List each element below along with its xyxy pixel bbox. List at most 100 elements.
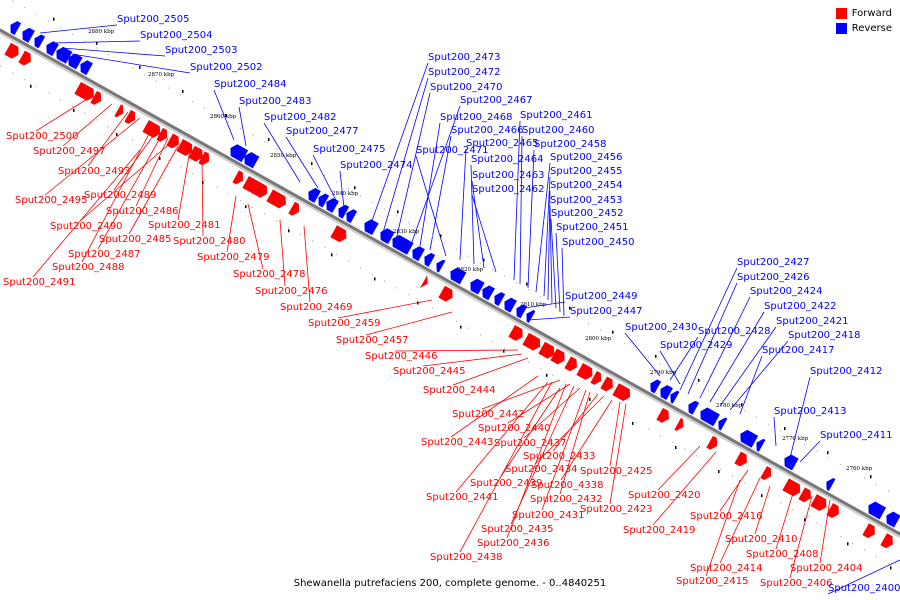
gene-arrow xyxy=(318,193,330,208)
track-dot xyxy=(552,302,554,304)
gene-arrow xyxy=(700,407,720,427)
gene-body xyxy=(674,417,684,431)
gene-body xyxy=(880,533,893,549)
track-mark xyxy=(245,205,247,209)
reverse-gene-label: Sput200_2470 xyxy=(430,82,503,93)
label-leader xyxy=(560,399,613,481)
tick-label: 2850 kbp xyxy=(270,153,297,159)
gene-arrow xyxy=(232,170,244,185)
gene-arrow xyxy=(380,228,395,245)
forward-gene-label: Sput200_2435 xyxy=(481,524,554,535)
forward-gene-label: Sput200_2481 xyxy=(148,220,221,231)
gene-body xyxy=(308,187,321,203)
track-dot xyxy=(600,329,602,331)
track-dot xyxy=(672,369,674,372)
gene-body xyxy=(660,385,673,400)
label-leader xyxy=(238,106,247,147)
label-leader xyxy=(609,403,627,505)
track-dot xyxy=(492,341,494,343)
track-mark xyxy=(718,470,720,474)
gene-body xyxy=(420,275,428,289)
label-leader xyxy=(419,122,441,247)
gene-body xyxy=(706,435,718,450)
track-dot xyxy=(864,549,866,551)
gene-body xyxy=(826,503,839,518)
label-leader xyxy=(775,489,795,550)
gene-arrow xyxy=(516,304,528,319)
track-mark xyxy=(374,277,376,281)
track-dot xyxy=(708,461,710,464)
track-dot xyxy=(696,383,698,385)
gene-arrow xyxy=(80,60,93,76)
track-mark xyxy=(288,229,290,233)
label-leader xyxy=(303,225,311,303)
backbone-shadow xyxy=(0,29,900,539)
gene-body xyxy=(810,494,827,511)
track-dot xyxy=(0,65,2,67)
track-dot xyxy=(156,152,158,155)
gene-body xyxy=(508,324,523,341)
track-dot xyxy=(744,482,746,484)
gene-body xyxy=(412,246,425,262)
gene-body xyxy=(124,109,136,124)
reverse-gene-label: Sput200_2418 xyxy=(788,330,861,341)
tick-label: 2840 kbp xyxy=(332,191,359,197)
track-mark xyxy=(268,138,270,142)
label-leader xyxy=(523,387,581,439)
gene-arrow xyxy=(18,50,31,66)
track-dot xyxy=(564,381,566,383)
gene-body xyxy=(516,304,528,319)
reverse-gene-label: Sput200_2475 xyxy=(313,144,386,155)
gene-arrow xyxy=(670,390,680,404)
track-dot xyxy=(96,119,98,121)
track-dot xyxy=(420,228,422,230)
label-leader xyxy=(549,205,553,305)
reverse-gene-label: Sput200_2460 xyxy=(522,125,595,136)
track-dot xyxy=(876,556,878,558)
gene-body xyxy=(232,170,244,185)
track-mark xyxy=(397,210,399,214)
tick-label: 2770 kbp xyxy=(782,436,809,442)
track-mark xyxy=(460,325,462,329)
gene-body xyxy=(176,139,193,156)
reverse-gene-label: Sput200_2429 xyxy=(660,340,733,351)
track-mark xyxy=(116,132,118,136)
gene-body xyxy=(482,285,495,301)
track-dot xyxy=(324,174,326,177)
label-leader xyxy=(201,157,204,237)
track-dot xyxy=(12,72,14,74)
tick-label: 2780 kbp xyxy=(716,403,743,409)
reverse-gene-label: Sput200_2463 xyxy=(472,170,545,181)
label-leader xyxy=(527,316,571,321)
track-dot xyxy=(840,535,842,538)
track-dot xyxy=(180,166,182,168)
reverse-gene-label: Sput200_2455 xyxy=(550,166,623,177)
label-leader xyxy=(609,401,621,467)
gene-body xyxy=(330,225,347,243)
track-dot xyxy=(324,246,326,249)
gene-body xyxy=(156,127,168,142)
track-dot xyxy=(180,94,182,96)
gene-arrow xyxy=(674,417,684,431)
reverse-gene-label: Sput200_2467 xyxy=(460,95,533,106)
gene-body xyxy=(868,501,887,520)
gene-arrow xyxy=(740,429,759,448)
gene-body xyxy=(250,155,260,169)
label-leader xyxy=(79,139,175,222)
reverse-gene-label: Sput200_2427 xyxy=(737,257,810,268)
forward-gene-label: Sput200_2480 xyxy=(173,236,246,247)
gene-arrow xyxy=(862,523,875,539)
track-dot xyxy=(252,206,254,208)
reverse-gene-label: Sput200_2450 xyxy=(562,237,635,248)
track-mark xyxy=(139,65,141,69)
track-dot xyxy=(360,195,362,197)
gene-arrow xyxy=(156,127,168,142)
track-dot xyxy=(600,401,602,403)
gene-arrow xyxy=(826,478,836,491)
track-dot xyxy=(432,235,434,237)
gene-arrow xyxy=(198,151,210,166)
track-mark xyxy=(73,108,75,112)
gene-arrow xyxy=(250,155,260,169)
gene-body xyxy=(338,204,350,219)
label-leader xyxy=(459,381,553,553)
